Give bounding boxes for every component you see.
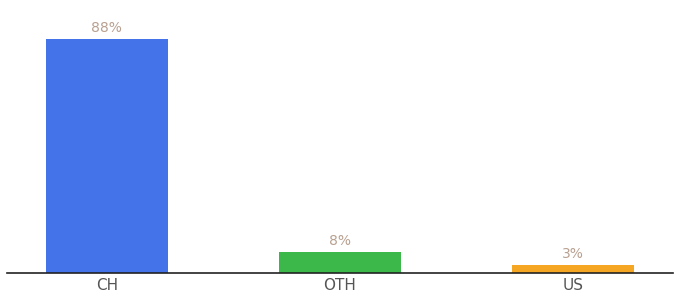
Text: 8%: 8% bbox=[329, 234, 351, 248]
Bar bbox=[512, 265, 634, 273]
Text: 3%: 3% bbox=[562, 247, 584, 261]
Bar bbox=[279, 252, 401, 273]
Text: 88%: 88% bbox=[91, 21, 122, 35]
Bar bbox=[46, 39, 168, 273]
